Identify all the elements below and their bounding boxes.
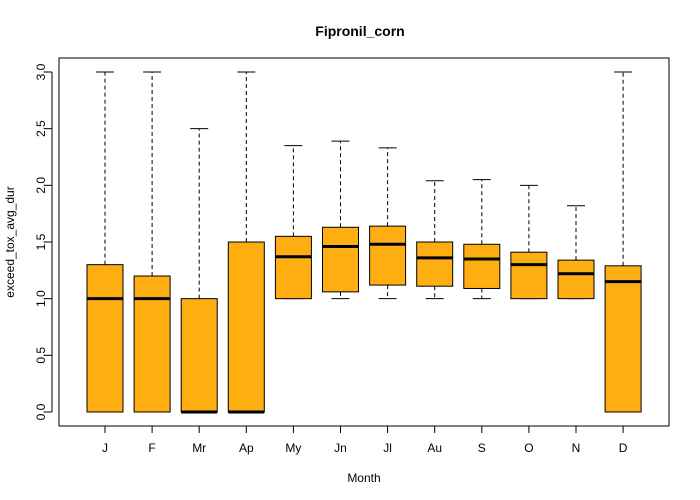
y-tick-label: 0.0 [34, 403, 48, 420]
y-tick-label: 1.0 [34, 290, 48, 307]
iqr-box [416, 241, 454, 287]
x-tick-label: Au [427, 441, 442, 455]
box-J [86, 71, 124, 413]
y-axis: 0.0 0.5 1.0 1.5 2.0 2.5 3.0 [34, 63, 53, 420]
chart-title: Fipronil_corn [315, 23, 404, 39]
y-axis-label: exceed_tox_avg_dur [3, 186, 17, 297]
y-tick-label: 2.5 [34, 120, 48, 137]
iqr-box [604, 265, 642, 413]
iqr-box [463, 243, 501, 289]
iqr-box [227, 241, 265, 413]
x-axis-label: Month [347, 471, 380, 485]
x-tick-label: My [285, 441, 301, 455]
iqr-box [510, 251, 548, 300]
boxes-group [86, 71, 642, 414]
box-Jl [369, 147, 407, 300]
iqr-box [180, 298, 218, 413]
iqr-box [322, 226, 359, 293]
box-My [274, 145, 312, 300]
x-tick-label: O [524, 441, 533, 455]
x-tick-label: Jn [334, 441, 347, 455]
x-tick-label: S [478, 441, 486, 455]
x-tick-label: Ap [239, 441, 254, 455]
box-Ap [227, 71, 265, 414]
box-O [510, 184, 548, 300]
x-tick-label: D [619, 441, 628, 455]
x-tick-label: F [148, 441, 155, 455]
box-Mr [180, 128, 218, 414]
x-axis: J F Mr Ap My Jn Jl Au S O N D [102, 425, 628, 455]
box-Jn [322, 140, 359, 300]
y-tick-label: 3.0 [34, 63, 48, 80]
y-tick-label: 2.0 [34, 177, 48, 194]
x-tick-label: N [572, 441, 581, 455]
box-N [557, 205, 595, 300]
iqr-box [133, 275, 171, 413]
box-F [133, 71, 171, 413]
x-tick-label: Mr [192, 441, 206, 455]
y-tick-label: 1.5 [34, 233, 48, 250]
box-Au [416, 180, 454, 300]
x-tick-label: J [102, 441, 108, 455]
iqr-box [369, 225, 407, 286]
box-D [604, 71, 642, 413]
box-S [463, 179, 501, 300]
iqr-box [86, 264, 124, 413]
y-tick-label: 0.5 [34, 347, 48, 364]
iqr-box [557, 259, 595, 300]
iqr-box [274, 235, 312, 300]
x-tick-label: Jl [383, 441, 392, 455]
